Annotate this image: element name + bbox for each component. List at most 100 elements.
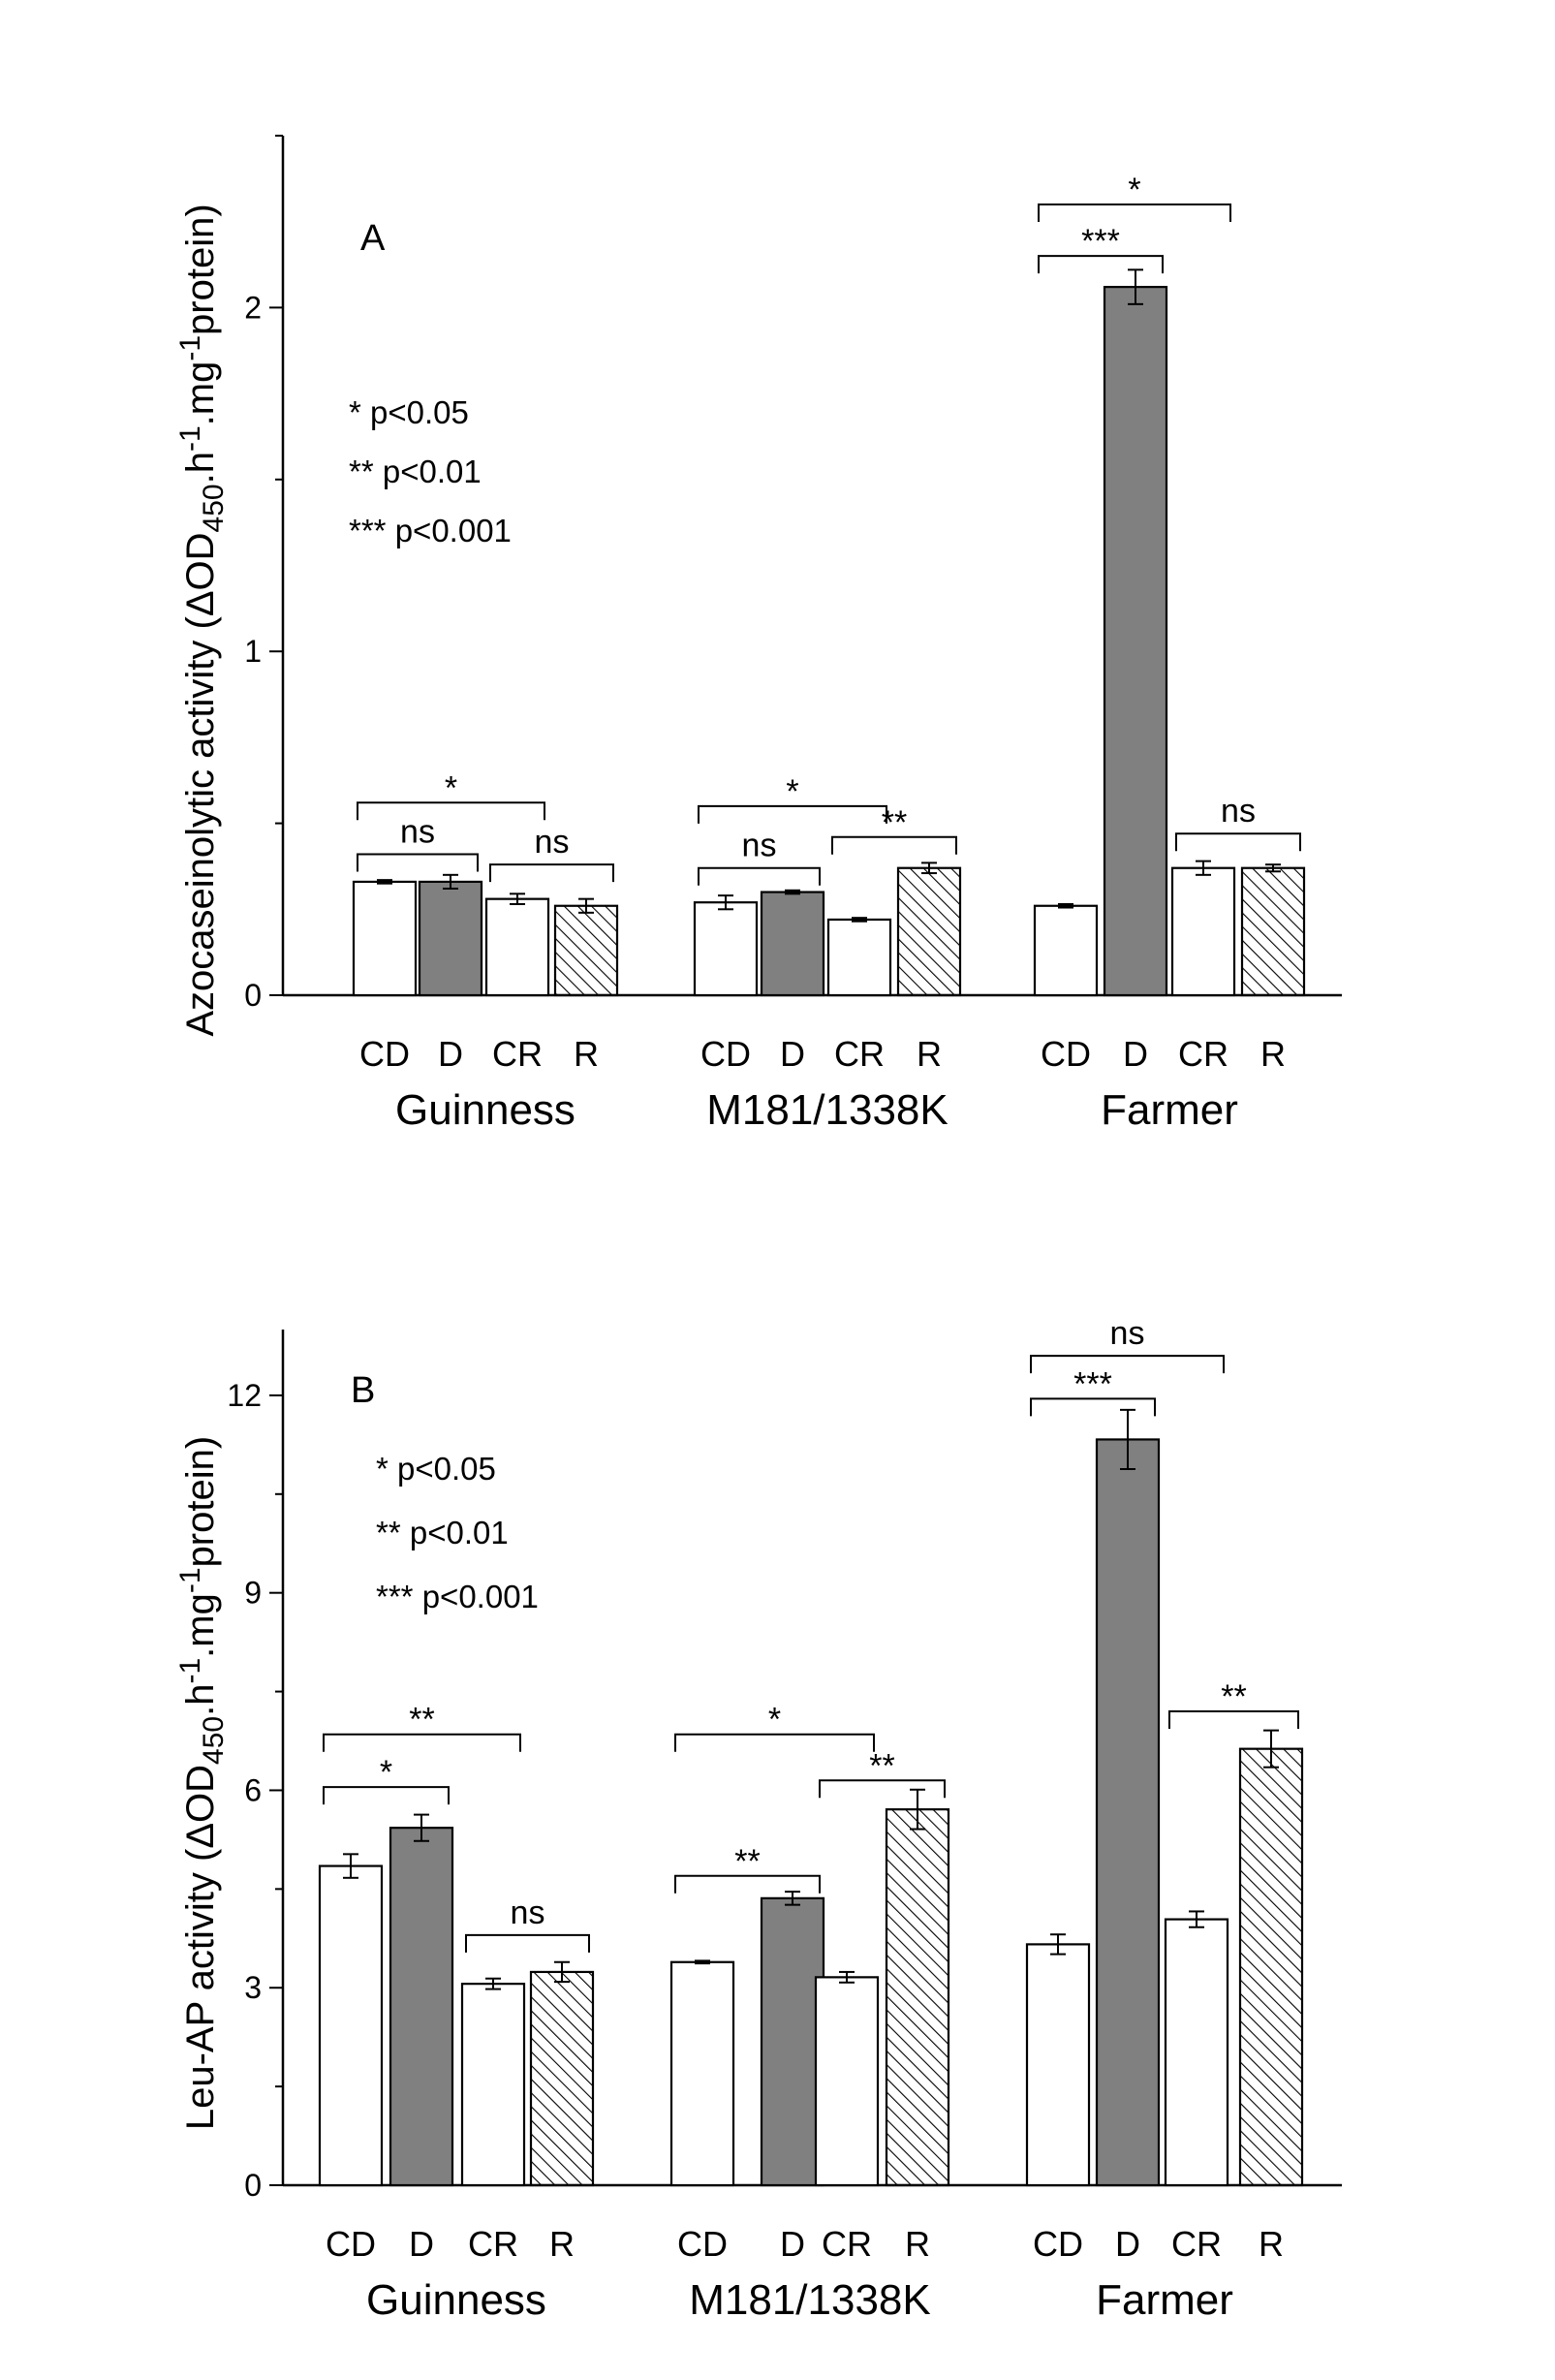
significance-bracket (674, 1874, 821, 1894)
significance-label: ** (409, 1702, 434, 1738)
bar-cd (693, 901, 759, 997)
bar-cd (1033, 904, 1099, 997)
group-label: Farmer (1101, 1086, 1238, 1134)
y-axis-label-sup1: -1 (174, 425, 206, 452)
category-label: CD (359, 1034, 410, 1074)
y-axis-label-sub: 450 (198, 484, 230, 532)
significance-bracket (698, 866, 821, 886)
significance-bracket (698, 804, 887, 824)
bar-r (885, 1808, 950, 2187)
significance-bracket (1168, 1709, 1299, 1729)
significance-bracket (357, 853, 479, 872)
group-label: M181/1338K (689, 2276, 931, 2324)
category-label: CD (1033, 2224, 1083, 2264)
bar-cd (318, 1864, 384, 2187)
category-label: CR (834, 1034, 885, 1074)
significance-bracket (1175, 832, 1301, 852)
category-label: D (1123, 1034, 1148, 1074)
significance-label: *** (1073, 1365, 1112, 1402)
significance-label: ns (400, 814, 435, 851)
significance-legend-entry: ** p<0.01 (349, 454, 482, 489)
y-tick-label: 9 (244, 1576, 262, 1611)
bar-cr (460, 1983, 526, 2187)
significance-bracket (819, 1779, 946, 1799)
significance-bracket (465, 1933, 590, 1953)
significance-bracket (323, 1786, 450, 1805)
y-axis-label-sup2: -1 (174, 1567, 206, 1593)
bar-d (760, 891, 825, 997)
y-axis-label-sup2: -1 (174, 335, 206, 361)
bar-d (418, 880, 483, 997)
y-axis-label-mid1: .h (179, 1684, 222, 1716)
bar-cr (1170, 866, 1236, 997)
significance-label: ** (1221, 1678, 1246, 1715)
category-label: CD (677, 2224, 728, 2264)
category-label: R (905, 2224, 930, 2264)
category-label: CR (822, 2224, 872, 2264)
category-label: CR (492, 1034, 543, 1074)
category-label: CR (1178, 1034, 1228, 1074)
category-label: D (438, 1034, 463, 1074)
category-label: R (1260, 1034, 1286, 1074)
significance-legend-entry: * p<0.05 (376, 1451, 496, 1487)
y-tick-label: 1 (244, 634, 262, 669)
bar-cd (669, 1960, 735, 2187)
panel-label: B (351, 1370, 375, 1411)
group-label: Guinness (395, 1086, 575, 1134)
y-tick-label: 0 (244, 978, 262, 1013)
category-label: CD (1041, 1034, 1091, 1074)
y-axis-label-sup1: -1 (174, 1658, 206, 1684)
significance-label: ns (742, 828, 777, 864)
bar-d (760, 1896, 825, 2187)
y-axis-label: Leu-AP activity (ΔOD450.h-1.mg-1protein) (174, 1436, 230, 2130)
significance-bracket (323, 1733, 521, 1752)
category-label: D (780, 2224, 805, 2264)
significance-label: * (1128, 172, 1140, 208)
y-axis-label-mid1: .h (179, 452, 222, 484)
bar-d (389, 1827, 454, 2187)
significance-legend-entry: *** p<0.001 (349, 513, 512, 548)
significance-label: ** (734, 1843, 760, 1880)
y-axis-label-mid2: .mg (179, 361, 222, 426)
bar-cd (1025, 1943, 1091, 2187)
significance-label: * (445, 769, 457, 806)
bar-d (1103, 286, 1168, 997)
significance-label: ns (535, 824, 570, 861)
y-axis-label-pre: Azocaseinolytic activity (ΔOD (179, 532, 222, 1036)
significance-legend-entry: ** p<0.01 (376, 1515, 509, 1550)
y-axis-label-post: protein) (179, 204, 222, 335)
significance-label: ns (511, 1895, 545, 1931)
significance-bracket (674, 1733, 875, 1752)
bar-r (529, 1970, 595, 2187)
significance-label: * (786, 773, 798, 810)
y-tick-label: 12 (227, 1378, 262, 1413)
significance-label: *** (1081, 223, 1120, 260)
bar-cd (352, 880, 418, 997)
significance-legend-entry: *** p<0.001 (376, 1579, 539, 1614)
panel-label: A (360, 218, 386, 259)
bar-d (1095, 1438, 1161, 2187)
category-label: CD (326, 2224, 376, 2264)
category-label: D (409, 2224, 434, 2264)
category-label: R (574, 1034, 599, 1074)
group-label: Farmer (1096, 2276, 1233, 2324)
y-axis-label: Azocaseinolytic activity (ΔOD450.h-1.mg-… (174, 204, 230, 1036)
significance-bracket (357, 801, 545, 821)
y-tick-label: 3 (244, 1970, 262, 2005)
category-label: CR (1171, 2224, 1222, 2264)
bar-cr (1164, 1918, 1229, 2187)
category-label: CD (700, 1034, 751, 1074)
y-tick-label: 2 (244, 290, 262, 325)
y-axis-label-post: protein) (179, 1436, 222, 1568)
bar-cr (814, 1976, 880, 2187)
significance-bracket (831, 835, 957, 855)
category-label: R (549, 2224, 575, 2264)
y-axis-label-sub: 450 (198, 1716, 230, 1765)
y-axis-label-mid2: .mg (179, 1593, 222, 1658)
bar-r (896, 866, 962, 997)
significance-label: ns (1110, 1315, 1145, 1352)
significance-label: ns (1221, 793, 1256, 830)
